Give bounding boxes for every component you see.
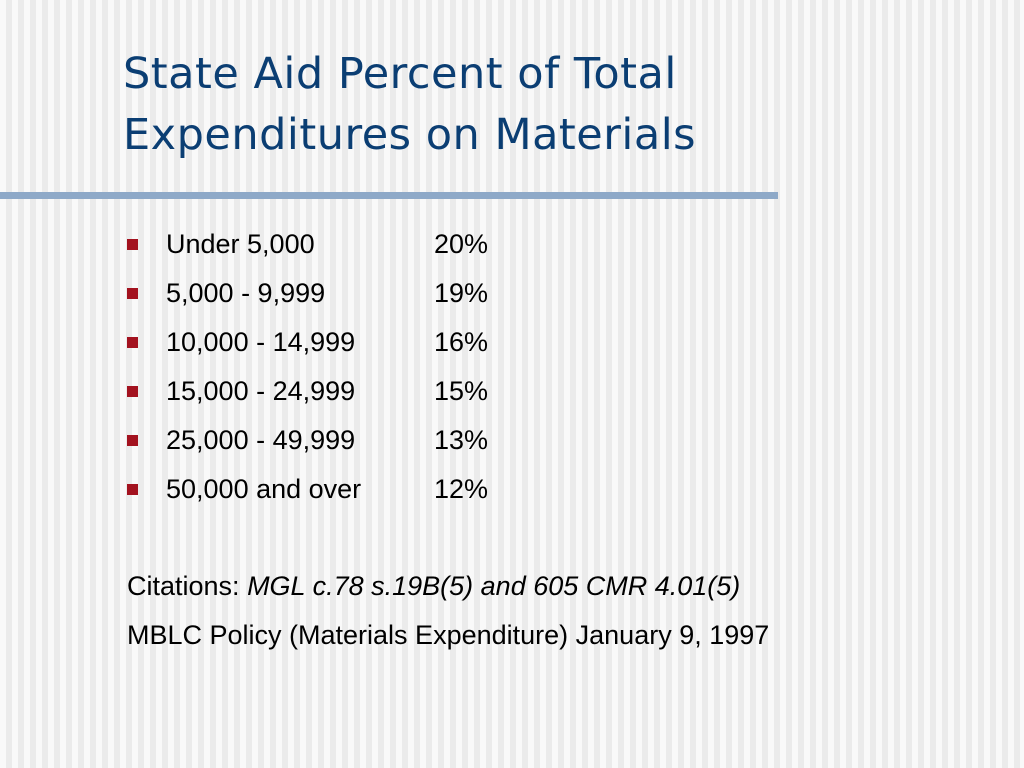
aid-percent: 19% — [434, 278, 489, 308]
square-bullet-icon — [127, 435, 138, 446]
title-line-1: State Aid Percent of Total — [123, 49, 677, 99]
aid-percent: 13% — [434, 425, 489, 455]
title-divider — [0, 192, 778, 199]
list-item: 25,000 - 49,999 13% — [127, 416, 488, 465]
aid-percent: 20% — [434, 229, 489, 259]
population-range: Under 5,000 — [166, 229, 315, 259]
list-item: 10,000 - 14,999 16% — [127, 318, 488, 367]
square-bullet-icon — [127, 239, 138, 250]
list-item: Under 5,000 20% — [127, 220, 488, 269]
population-range: 25,000 - 49,999 — [166, 425, 356, 455]
square-bullet-icon — [127, 386, 138, 397]
population-range: 50,000 and over — [166, 474, 362, 504]
population-range: 5,000 - 9,999 — [166, 278, 326, 308]
aid-percent: 15% — [434, 376, 489, 406]
square-bullet-icon — [127, 337, 138, 348]
aid-percent: 12% — [434, 474, 489, 504]
bullet-list: Under 5,000 20% 5,000 - 9,999 19% 10,000… — [127, 220, 488, 514]
citation-reference: MGL c.78 s.19B(5) and 605 CMR 4.01(5) — [247, 571, 741, 601]
list-item: 5,000 - 9,999 19% — [127, 269, 488, 318]
list-item: 15,000 - 24,999 15% — [127, 367, 488, 416]
citation-line: Citations: MGL c.78 s.19B(5) and 605 CMR… — [127, 562, 769, 611]
citations-block: Citations: MGL c.78 s.19B(5) and 605 CMR… — [127, 562, 769, 660]
aid-percent: 16% — [434, 327, 489, 357]
title-line-2: Expenditures on Materials — [123, 110, 697, 160]
slide-title: State Aid Percent of Total Expenditures … — [123, 44, 983, 166]
square-bullet-icon — [127, 288, 138, 299]
population-range: 15,000 - 24,999 — [166, 376, 356, 406]
citations-label: Citations: — [127, 571, 248, 601]
square-bullet-icon — [127, 484, 138, 495]
population-range: 10,000 - 14,999 — [166, 327, 356, 357]
policy-line: MBLC Policy (Materials Expenditure) Janu… — [127, 620, 770, 650]
list-item: 50,000 and over 12% — [127, 465, 488, 514]
